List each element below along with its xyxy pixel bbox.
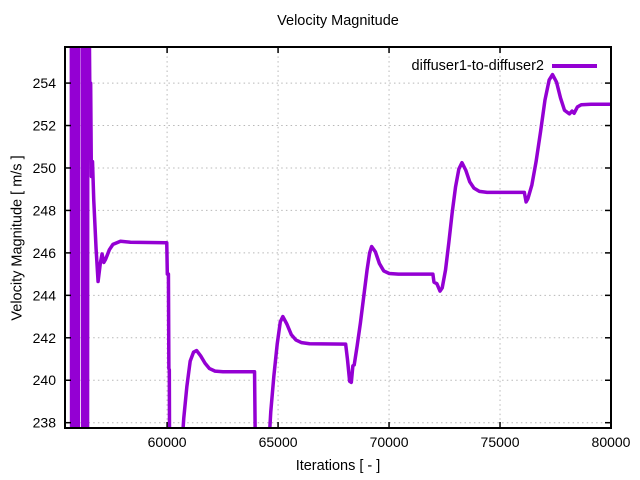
y-tick-label: 244 [33, 287, 57, 303]
legend-line-sample [552, 64, 597, 68]
x-axis-title: Iterations [ - ] [295, 458, 381, 474]
x-tick-label: 75000 [481, 434, 520, 450]
x-tick-label: 70000 [370, 434, 409, 450]
y-tick-label: 254 [33, 75, 57, 91]
x-tick-label: 60000 [148, 434, 187, 450]
x-tick-label: 65000 [259, 434, 298, 450]
y-tick-label: 242 [33, 330, 57, 346]
y-tick-label: 240 [33, 372, 57, 388]
y-tick-label: 248 [33, 202, 57, 218]
legend: diffuser1-to-diffuser2 [412, 58, 597, 74]
chart-title: Velocity Magnitude [277, 13, 399, 29]
legend-series-label: diffuser1-to-diffuser2 [411, 58, 544, 74]
plot-border [64, 46, 612, 429]
y-tick-label: 252 [33, 118, 57, 134]
y-tick-label: 238 [33, 415, 57, 431]
y-tick-label: 250 [33, 160, 57, 176]
y-tick-label: 246 [33, 245, 57, 261]
data-line [69, 47, 611, 428]
x-tick-label: 80000 [592, 434, 631, 450]
